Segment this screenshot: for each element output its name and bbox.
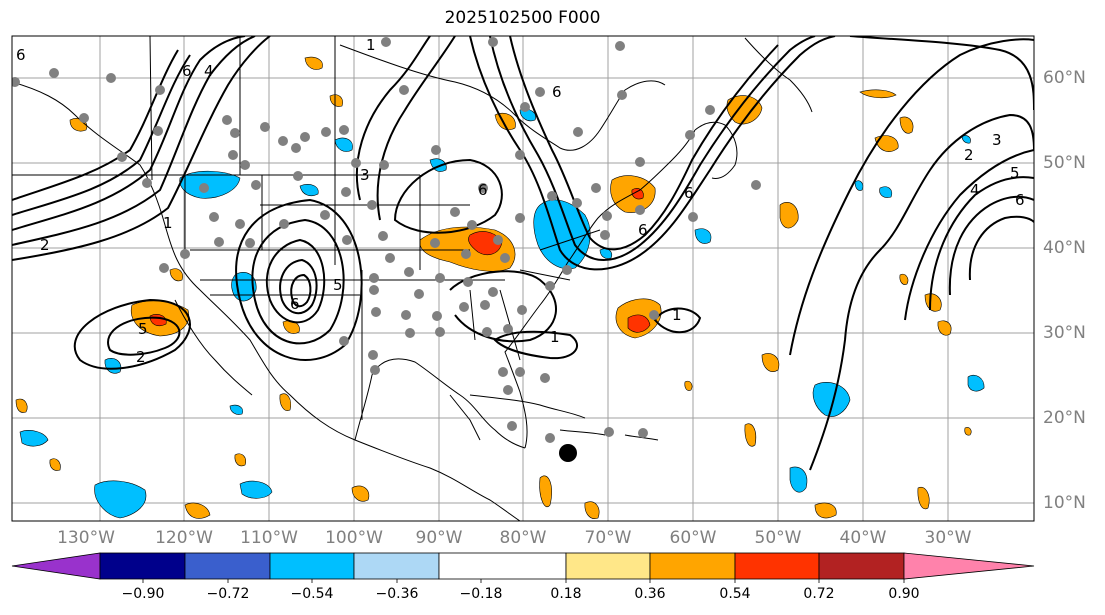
latitude-label: 50°N (1043, 153, 1086, 173)
contour-label: 5 (138, 320, 148, 338)
contour-label: 2 (964, 146, 974, 164)
contour-label: 6 (182, 62, 192, 80)
colorbar-tick-label: −0.36 (375, 586, 419, 602)
highlight-marker (559, 444, 577, 462)
contours (12, 36, 1034, 471)
colorbar-tick-label: −0.90 (121, 586, 165, 602)
contour-label: 4 (204, 62, 214, 80)
coastlines (12, 36, 813, 521)
colorbar-tick-label: 0.18 (550, 586, 582, 602)
colorbar-tick-label: −0.18 (459, 586, 503, 602)
longitude-label: 30°W (924, 528, 972, 548)
contour-label: 1 (672, 306, 682, 324)
contour-label: 6 (478, 181, 488, 199)
shaded-anomalies (15, 56, 985, 519)
contour-label: 6 (290, 295, 300, 313)
colorbar-tick-label: −0.72 (206, 586, 250, 602)
colorbar-tick-label: −0.54 (290, 586, 334, 602)
contour-label: 4 (970, 181, 980, 199)
contour-label: 6 (684, 184, 694, 202)
contour-label: 1 (163, 214, 173, 232)
longitude-label: 70°W (584, 528, 632, 548)
longitude-label: 50°W (754, 528, 802, 548)
contour-label: 6 (16, 46, 26, 64)
latitude-label: 60°N (1043, 68, 1086, 88)
latitude-label: 30°N (1043, 323, 1086, 343)
colorbar-segment (438, 552, 567, 580)
longitude-label: 120°W (155, 528, 213, 548)
latitude-label: 20°N (1043, 408, 1086, 428)
station-dots (12, 37, 761, 443)
colorbar-segment (353, 552, 440, 580)
longitude-label: 90°W (415, 528, 463, 548)
longitude-label: 130°W (57, 528, 115, 548)
contour-label: 2 (136, 348, 146, 366)
longitude-label: 40°W (839, 528, 887, 548)
colorbar-segment (734, 552, 820, 580)
longitude-label: 60°W (669, 528, 717, 548)
contour-label: 3 (992, 131, 1002, 149)
contour-label: 5 (1010, 164, 1020, 182)
colorbar-extend-low (11, 552, 101, 580)
colorbar-segment (649, 552, 736, 580)
latitude-label: 40°N (1043, 238, 1086, 258)
contour-label: 1 (366, 36, 376, 54)
longitude-label: 100°W (325, 528, 383, 548)
contour-label: 6 (1015, 191, 1025, 209)
colorbar (11, 552, 1035, 583)
contour-label: 5 (333, 276, 343, 294)
colorbar-segment (269, 552, 355, 580)
colorbar-segment (184, 552, 271, 580)
colorbar-segment (565, 552, 651, 580)
longitude-label: 110°W (240, 528, 298, 548)
colorbar-tick-label: 0.36 (634, 586, 666, 602)
latitude-label: 10°N (1043, 493, 1086, 513)
map-title: 2025102500 F000 (444, 8, 601, 28)
colorbar-tick-label: 0.72 (803, 586, 835, 602)
map-frame (11, 35, 1035, 522)
contour-label: 6 (638, 221, 648, 239)
contour-labels: 6 6 4 6 2 1 1 5 6 6 6 3 5 2 1 1 6 2 3 4 … (16, 36, 1025, 366)
longitude-label: 80°W (499, 528, 547, 548)
contour-label: 6 (552, 83, 562, 101)
colorbar-segment (818, 552, 905, 580)
colorbar-segment (99, 552, 186, 580)
contour-label: 2 (40, 236, 50, 254)
colorbar-extend-high (903, 552, 1035, 580)
colorbar-tick-label: 0.90 (888, 586, 920, 602)
contour-label: 3 (360, 166, 370, 184)
colorbar-tick-label: 0.54 (719, 586, 751, 602)
contour-label: 1 (550, 328, 560, 346)
